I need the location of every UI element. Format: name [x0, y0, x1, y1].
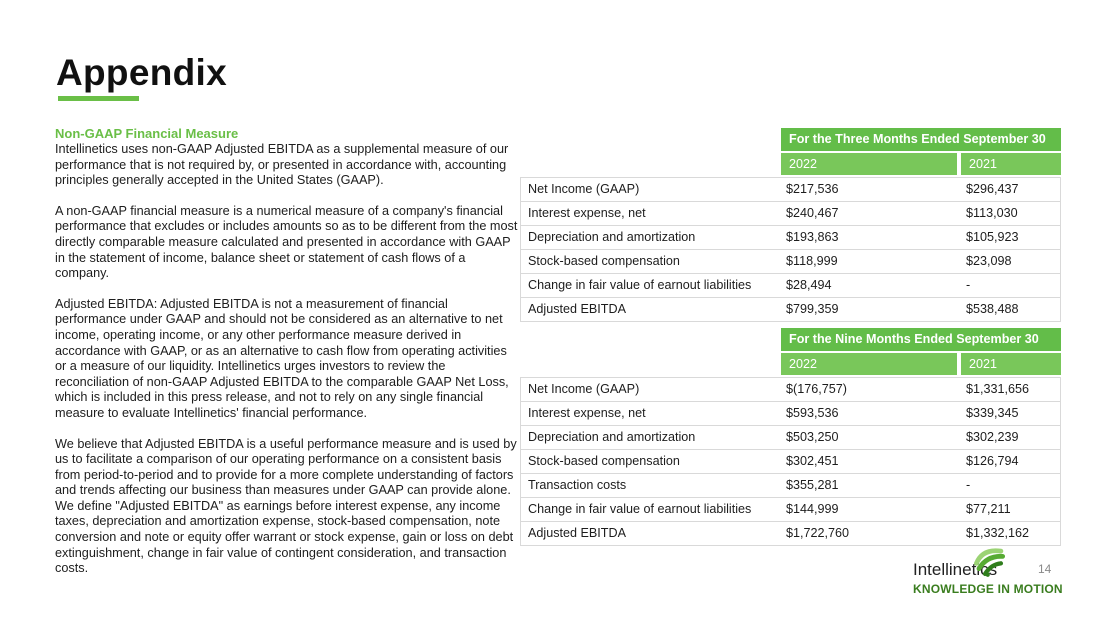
body-paragraph: Intellinetics uses non-GAAP Adjusted EBI…: [55, 142, 509, 188]
column-header-2021: 2021: [961, 353, 1061, 375]
row-value-2021: $77,211: [966, 502, 1011, 516]
row-label: Depreciation and amortization: [528, 230, 696, 244]
row-value-2021: $1,332,162: [966, 526, 1030, 540]
row-label: Stock-based compensation: [528, 454, 680, 468]
row-label: Transaction costs: [528, 478, 627, 492]
table-row: Net Income (GAAP) $(176,757) $1,331,656: [521, 378, 1060, 402]
table-row: Net Income (GAAP) $217,536 $296,437: [521, 178, 1060, 202]
table-row: Adjusted EBITDA $1,722,760 $1,332,162: [521, 522, 1060, 546]
row-label: Interest expense, net: [528, 406, 646, 420]
row-value-2021: $302,239: [966, 430, 1019, 444]
table-year-row: 2022 2021: [781, 353, 1061, 375]
row-value-2021: $296,437: [966, 182, 1019, 196]
table-row: Depreciation and amortization $193,863 $…: [521, 226, 1060, 250]
column-header-2022: 2022: [781, 153, 957, 175]
body-paragraph: Adjusted EBITDA: Adjusted EBITDA is not …: [55, 296, 509, 420]
row-value-2022: $799,359: [786, 302, 839, 316]
row-label: Net Income (GAAP): [528, 182, 640, 196]
table-row: Adjusted EBITDA $799,359 $538,488: [521, 298, 1060, 322]
brand-tagline: KNOWLEDGE IN MOTION: [913, 582, 1063, 596]
three-months-table: For the Three Months Ended September 30 …: [520, 128, 1061, 322]
table-body: Net Income (GAAP) $217,536 $296,437 Inte…: [520, 177, 1061, 322]
page-title: Appendix: [56, 52, 227, 93]
body-paragraph: We believe that Adjusted EBITDA is a use…: [55, 436, 517, 576]
table-row: Transaction costs $355,281 -: [521, 474, 1060, 498]
row-value-2022: $503,250: [786, 430, 839, 444]
row-label: Adjusted EBITDA: [528, 526, 626, 540]
nine-months-table: For the Nine Months Ended September 30 2…: [520, 328, 1061, 546]
row-value-2022: $240,467: [786, 206, 839, 220]
section-heading: Non-GAAP Financial Measure: [55, 126, 239, 141]
table-year-row: 2022 2021: [781, 153, 1061, 175]
table-row: Stock-based compensation $302,451 $126,7…: [521, 450, 1060, 474]
row-label: Net Income (GAAP): [528, 382, 640, 396]
column-header-2022: 2022: [781, 353, 957, 375]
row-value-2021: $538,488: [966, 302, 1019, 316]
table-row: Interest expense, net $240,467 $113,030: [521, 202, 1060, 226]
table-period-header: For the Nine Months Ended September 30: [781, 328, 1061, 351]
title-underline: [58, 96, 139, 101]
row-value-2021: $339,345: [966, 406, 1019, 420]
body-paragraph: A non-GAAP financial measure is a numeri…: [55, 203, 518, 281]
row-value-2022: $593,536: [786, 406, 839, 420]
row-label: Stock-based compensation: [528, 254, 680, 268]
row-value-2022: $28,494: [786, 278, 832, 292]
row-value-2022: $217,536: [786, 182, 839, 196]
table-body: Net Income (GAAP) $(176,757) $1,331,656 …: [520, 377, 1061, 546]
row-value-2022: $1,722,760: [786, 526, 850, 540]
intellinetics-logo-icon: [973, 548, 1006, 577]
row-value-2021: $105,923: [966, 230, 1019, 244]
row-value-2021: $23,098: [966, 254, 1012, 268]
row-value-2021: -: [966, 278, 971, 292]
row-value-2021: $113,030: [966, 206, 1018, 220]
column-header-2021: 2021: [961, 153, 1061, 175]
table-period-header: For the Three Months Ended September 30: [781, 128, 1061, 151]
row-value-2022: $193,863: [786, 230, 839, 244]
page-number: 14: [1038, 562, 1052, 576]
table-row: Stock-based compensation $118,999 $23,09…: [521, 250, 1060, 274]
row-value-2022: $302,451: [786, 454, 839, 468]
row-label: Depreciation and amortization: [528, 430, 696, 444]
row-value-2022: $144,999: [786, 502, 839, 516]
row-value-2021: $1,331,656: [966, 382, 1030, 396]
row-value-2022: $355,281: [786, 478, 839, 492]
table-row: Depreciation and amortization $503,250 $…: [521, 426, 1060, 450]
row-value-2022: $(176,757): [786, 382, 847, 396]
row-label: Change in fair value of earnout liabilit…: [528, 502, 752, 516]
row-value-2022: $118,999: [786, 254, 838, 268]
row-label: Adjusted EBITDA: [528, 302, 626, 316]
row-label: Interest expense, net: [528, 206, 646, 220]
table-row: Change in fair value of earnout liabilit…: [521, 498, 1060, 522]
table-row: Change in fair value of earnout liabilit…: [521, 274, 1060, 298]
row-value-2021: -: [966, 478, 971, 492]
row-label: Change in fair value of earnout liabilit…: [528, 278, 752, 292]
body-text: Intellinetics uses non-GAAP Adjusted EBI…: [55, 142, 519, 592]
table-row: Interest expense, net $593,536 $339,345: [521, 402, 1060, 426]
row-value-2021: $126,794: [966, 454, 1019, 468]
